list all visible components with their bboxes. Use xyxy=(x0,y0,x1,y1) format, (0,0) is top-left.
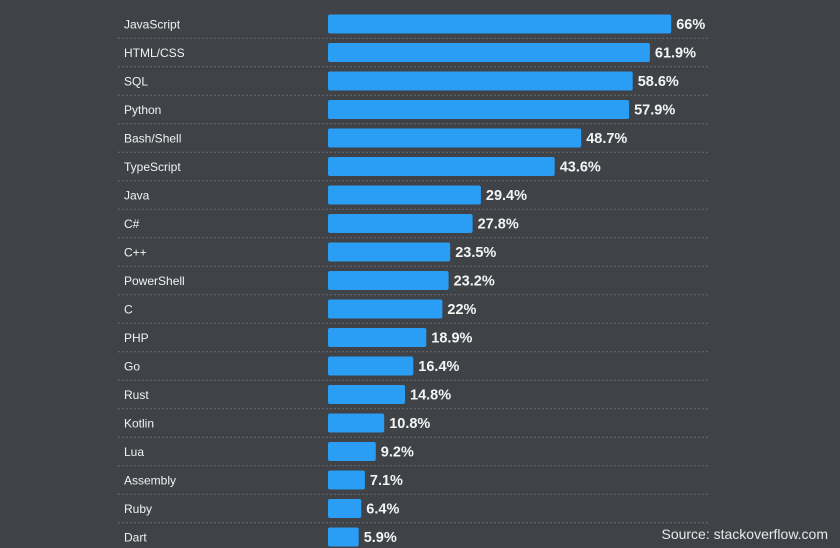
value-label: 16.4% xyxy=(418,359,459,375)
source-credit: Source: stackoverflow.com xyxy=(661,526,828,542)
bar xyxy=(328,157,555,176)
value-label: 7.1% xyxy=(370,473,403,489)
value-label: 18.9% xyxy=(431,331,472,347)
bar xyxy=(328,100,630,119)
value-label: 66% xyxy=(676,17,705,33)
bar xyxy=(328,242,451,262)
category-label: JavaScript xyxy=(124,18,181,32)
bar xyxy=(328,299,443,319)
value-label: 43.6% xyxy=(560,160,601,176)
category-label: Java xyxy=(124,189,150,203)
value-label: 5.9% xyxy=(364,530,397,546)
bar xyxy=(328,385,405,404)
category-label: Python xyxy=(124,103,161,117)
bar xyxy=(328,413,385,433)
value-label: 23.2% xyxy=(454,274,495,290)
bar xyxy=(328,71,633,91)
value-label: 61.9% xyxy=(655,46,696,62)
bar xyxy=(328,328,427,347)
category-label: PHP xyxy=(124,331,149,345)
bar xyxy=(328,356,414,376)
bar xyxy=(328,499,362,518)
category-label: C++ xyxy=(124,246,147,260)
bar xyxy=(328,214,473,233)
value-label: 10.8% xyxy=(389,416,430,432)
value-label: 6.4% xyxy=(366,502,399,518)
value-label: 9.2% xyxy=(381,445,414,461)
value-label: 27.8% xyxy=(478,217,519,233)
category-label: Ruby xyxy=(124,502,152,516)
value-label: 23.5% xyxy=(455,245,496,261)
value-label: 29.4% xyxy=(486,188,527,204)
category-label: HTML/CSS xyxy=(124,46,185,60)
category-label: Dart xyxy=(124,531,147,545)
bar xyxy=(328,185,481,205)
value-label: 22% xyxy=(447,302,476,318)
category-label: TypeScript xyxy=(124,160,181,174)
category-label: Assembly xyxy=(124,474,176,488)
category-label: SQL xyxy=(124,75,148,89)
category-label: Go xyxy=(124,360,140,374)
value-label: 14.8% xyxy=(410,388,451,404)
category-label: C xyxy=(124,303,133,317)
bar xyxy=(328,442,376,461)
bar xyxy=(328,470,365,490)
bar xyxy=(328,527,359,547)
category-label: PowerShell xyxy=(124,274,185,288)
category-label: Bash/Shell xyxy=(124,132,181,146)
category-label: Kotlin xyxy=(124,417,154,431)
bar xyxy=(328,271,449,290)
bar xyxy=(328,14,672,34)
bar xyxy=(328,128,582,148)
category-label: Lua xyxy=(124,445,144,459)
bar xyxy=(328,43,650,62)
category-label: C# xyxy=(124,217,140,231)
value-label: 58.6% xyxy=(638,74,679,90)
value-label: 57.9% xyxy=(634,103,675,119)
category-label: Rust xyxy=(124,388,149,402)
value-label: 48.7% xyxy=(586,131,627,147)
